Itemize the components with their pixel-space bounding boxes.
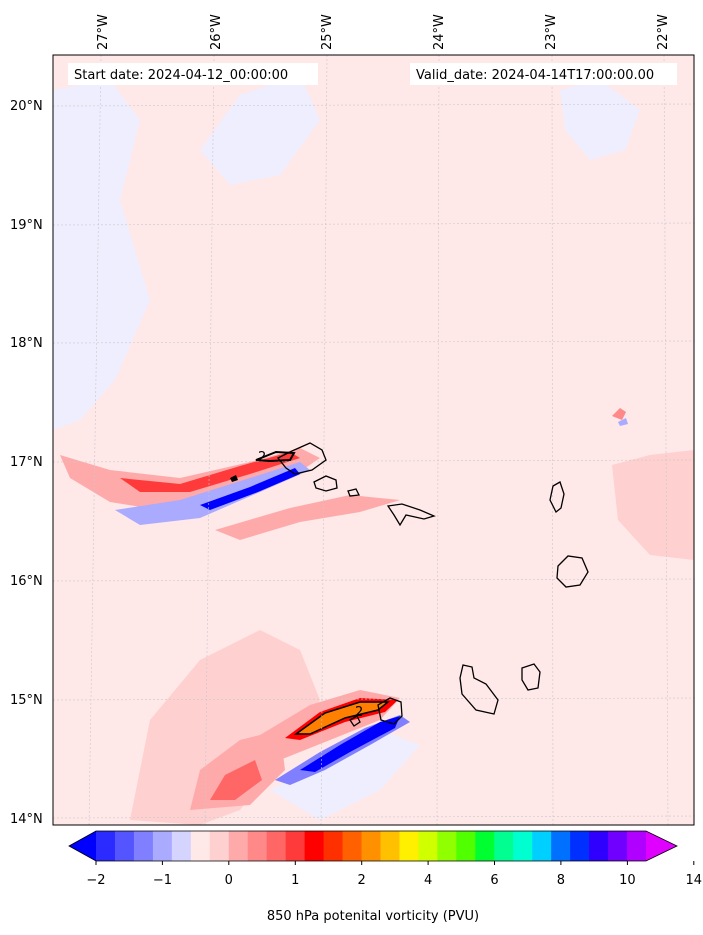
colorbar-cell [532,831,552,861]
lon-label-27w: 27°W [96,14,111,50]
colorbar-cell [361,831,381,861]
colorbar-title: 850 hPa potenital vorticity (PVU) [267,909,479,924]
colorbar-cell [285,831,306,861]
graticule [53,55,694,825]
colorbar-extend-min [69,831,96,861]
colorbar-cell [323,831,343,861]
colorbar-cell [399,831,419,861]
coastlines [276,442,589,727]
colorbar-cell [380,831,400,861]
valid-date-label: Valid_date: 2024-04-14T17:00:00.00 [416,68,654,83]
pv-filament-south-high [293,701,391,735]
colorbar-cell [171,831,192,861]
colorbar-cell [133,831,154,861]
pv-weak-negative-area-south [270,730,420,820]
island-santo-antao [276,442,327,475]
island-brava [349,715,361,727]
colorbar-ticks: −2 −1 0 1 2 4 6 8 10 14 [86,861,702,888]
island-maio [521,663,541,691]
pv-filament-north-negative [115,462,310,525]
colorbar-cell [570,831,590,861]
colorbar-cell [475,831,495,861]
colorbar-cell [627,831,647,861]
pv-positive-area-southwest [130,630,320,825]
map-frame [52,54,695,826]
colorbar-tick-label: 6 [490,873,498,888]
lat-label-15n: 15°N [10,693,43,708]
island-santiago [459,664,499,715]
lat-label-18n: 18°N [10,336,43,351]
colorbar-cell [437,831,457,861]
lon-label-24w: 24°W [432,14,447,50]
colorbar-cells [69,831,677,861]
colorbar-cell [247,831,268,861]
colorbar-tick-label: 8 [557,873,565,888]
lon-label-23w: 23°W [544,14,559,50]
start-date-label: Start date: 2024-04-12_00:00:00 [74,68,288,83]
colorbar-cell [456,831,476,861]
lat-label-16n: 16°N [10,574,43,589]
colorbar-cell [513,831,533,861]
pv-weak-negative-area-north [200,75,320,185]
start-date-box [68,63,318,85]
pv-small-feature-east [612,408,626,420]
pv-filament-north-core [120,452,300,492]
island-sao-nicolau [386,503,436,527]
pv-filament-north-negative-core [200,468,300,510]
pv-filament-north-secondary [215,495,400,540]
contour-label-north: 2 [258,450,266,465]
colorbar-cell [304,831,324,861]
colorbar-cell [589,831,609,861]
colorbar-cell [342,831,362,861]
colorbar-cell [608,831,628,861]
pv-positive-area-southwest-core [210,760,262,800]
latitude-labels: 20°N 19°N 18°N 17°N 16°N 15°N 14°N [10,99,43,827]
pv-weak-negative-area-northeast [560,80,640,160]
colorbar-tick-label: 10 [619,873,636,888]
lat-label-20n: 20°N [10,99,43,114]
lon-label-26w: 26°W [209,14,224,50]
island-santa-luzia [347,488,360,497]
lat-label-17n: 17°N [10,455,43,470]
colorbar-cell [114,831,135,861]
colorbar-tick-label: 2 [358,873,366,888]
colorbar-tick-label: 1 [291,873,299,888]
pv-contour-2-north [255,450,296,463]
colorbar: −2 −1 0 1 2 4 6 8 10 14 850 hPa potenital vortici… [68,830,702,924]
colorbar-tick-label: −2 [86,873,105,888]
colorbar-cell [266,831,287,861]
colorbar-cell [96,831,116,861]
colorbar-cell [209,831,230,861]
island-sao-vicente [313,475,338,492]
colorbar-tick-label: 0 [225,873,233,888]
island-boa-vista [556,555,589,588]
lon-label-25w: 25°W [320,14,335,50]
lat-label-19n: 19°N [10,218,43,233]
contour-label-south: 2 [355,705,363,720]
pv-positive-area-east [612,450,694,560]
lat-label-14n: 14°N [10,812,43,827]
longitude-labels: 27°W 26°W 25°W 24°W 23°W 22°W [96,14,671,50]
colorbar-cell [551,831,571,861]
colorbar-cell [494,831,514,861]
pv-contour-2-north-small [230,475,238,482]
valid-date-box [410,63,677,85]
pv-small-feature-east-negative [618,418,628,426]
colorbar-tick-label: 4 [424,873,432,888]
colorbar-tick-label: −1 [153,873,172,888]
colorbar-cell [152,831,173,861]
lon-label-22w: 22°W [656,14,671,50]
colorbar-tick-label: 14 [686,873,703,888]
map-panel [53,55,694,825]
colorbar-cell [228,831,249,861]
colorbar-cell [190,831,211,861]
colorbar-extend-max [646,831,677,861]
colorbar-cell [418,831,438,861]
pv-filament-south-negative-core [300,716,400,772]
island-fogo [377,697,403,725]
island-sal [549,481,565,514]
